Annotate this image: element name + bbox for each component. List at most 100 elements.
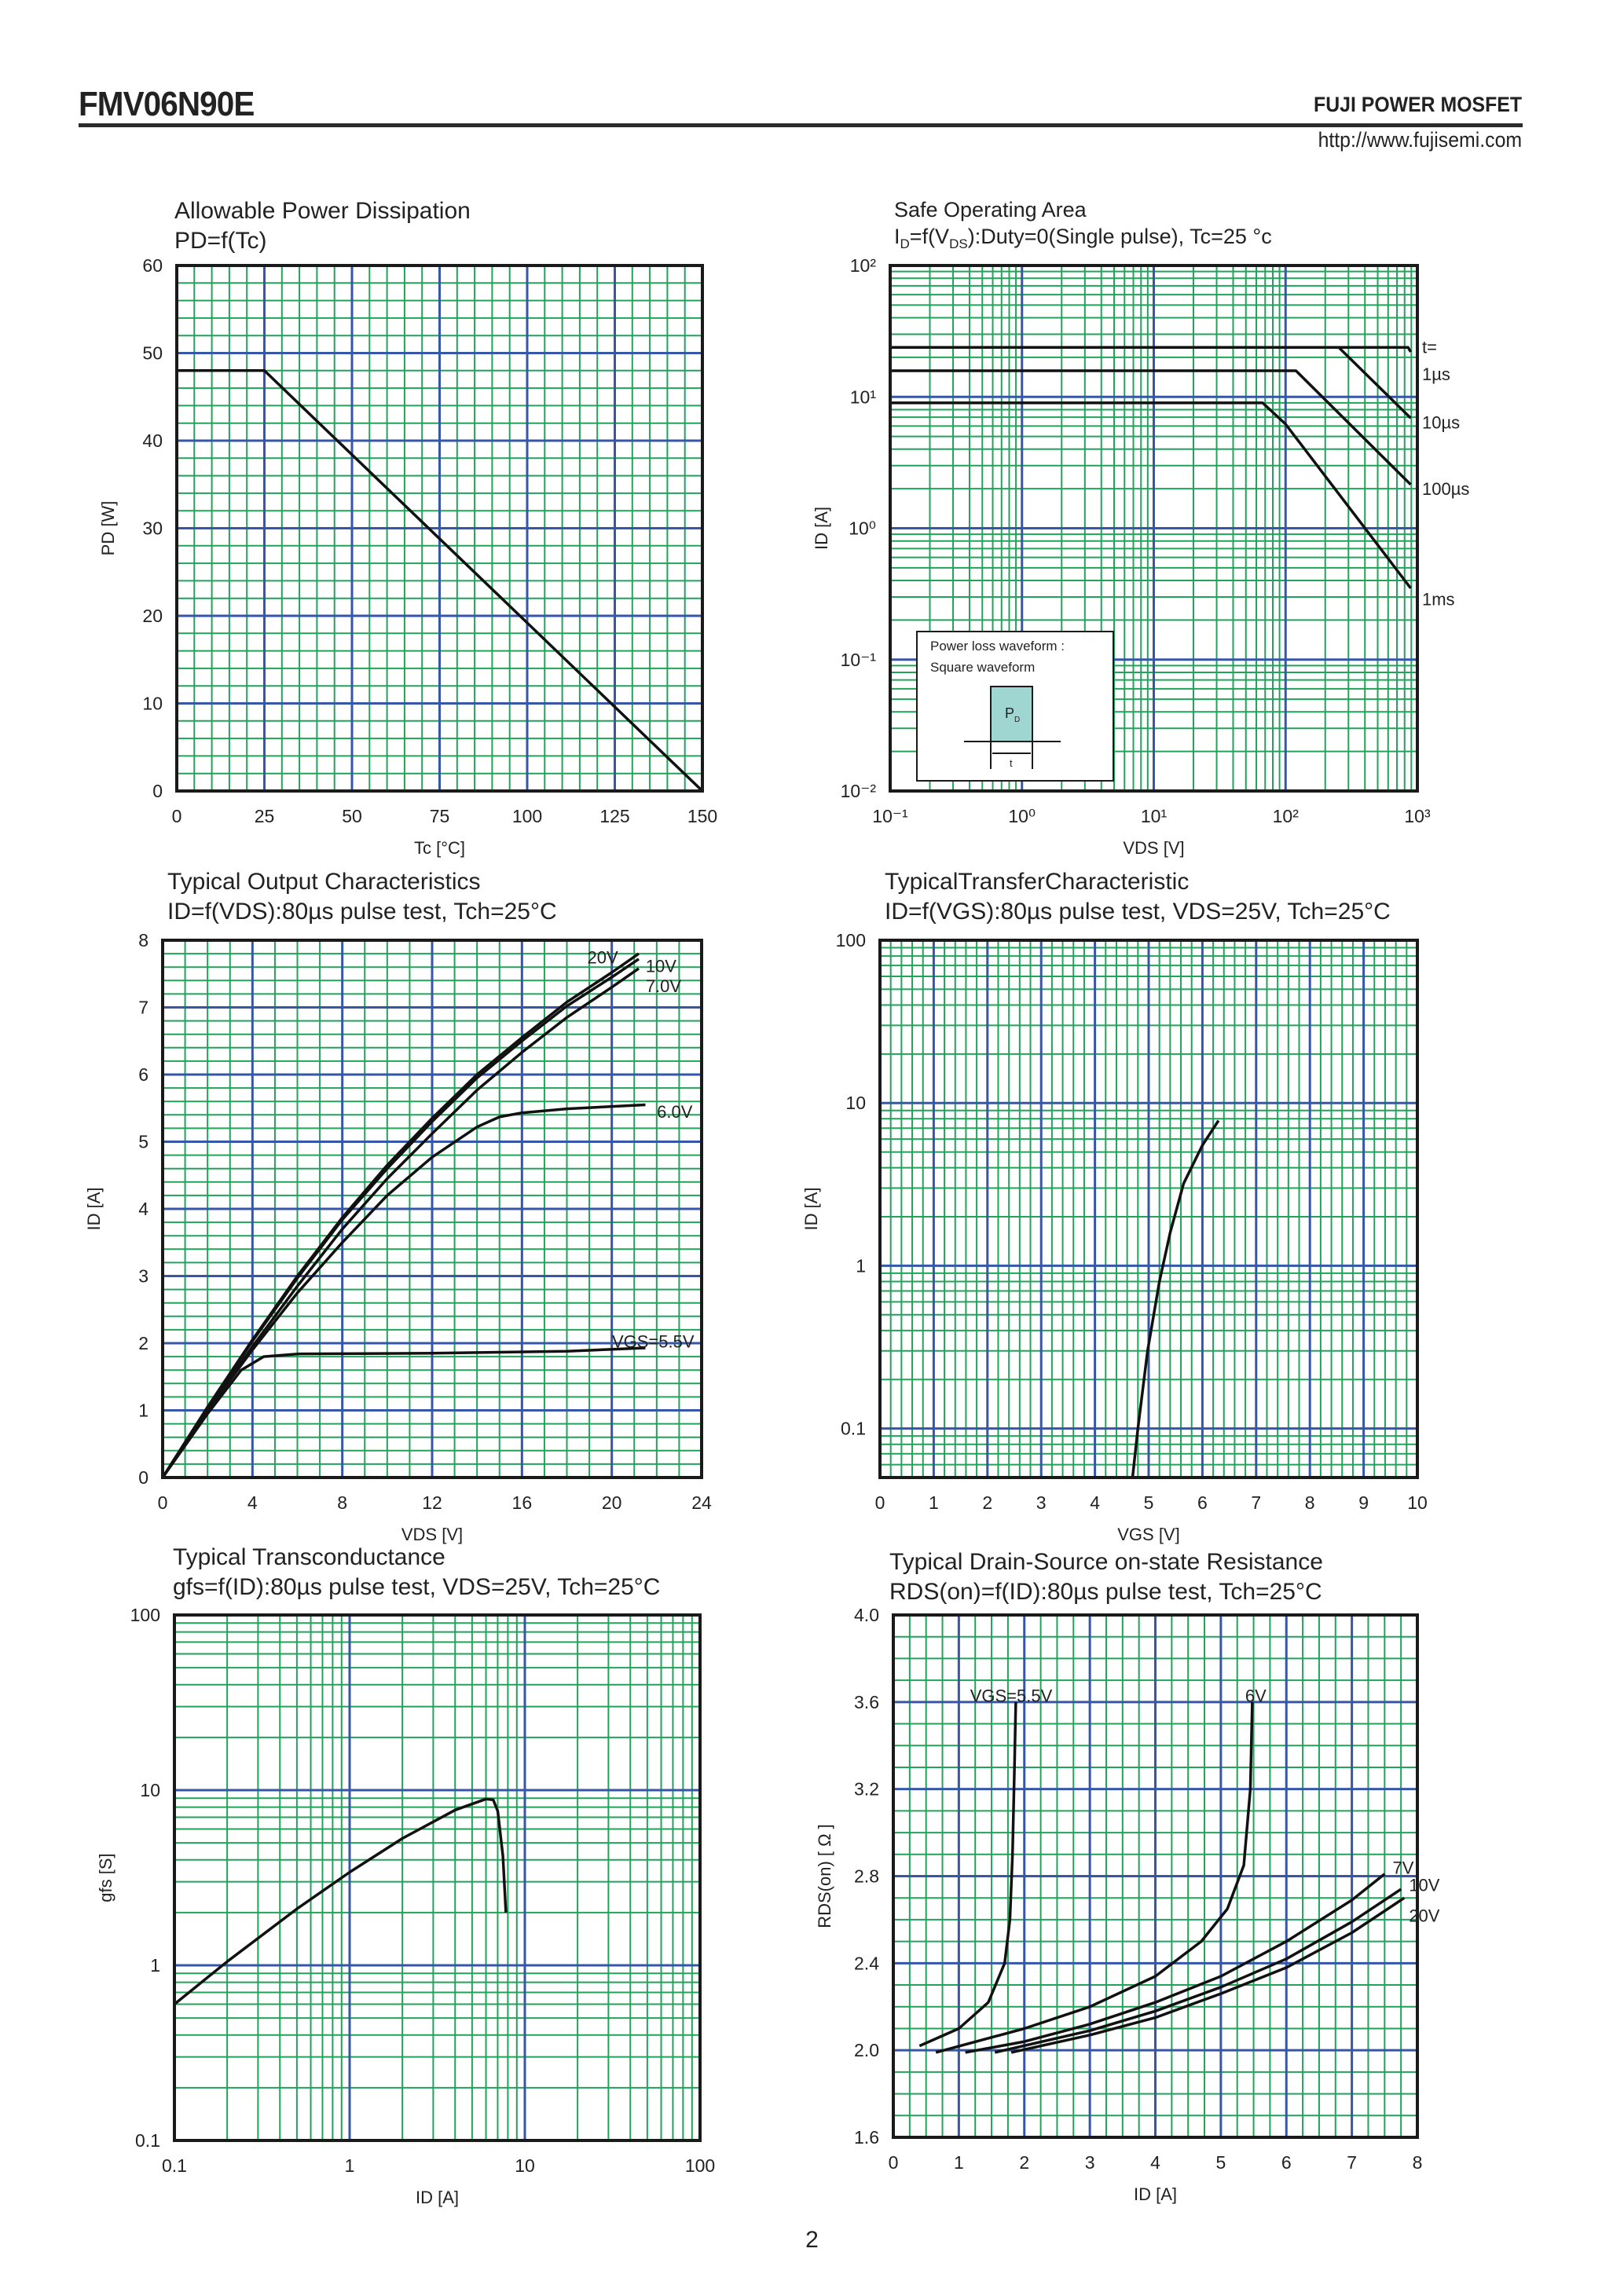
x-tick-label: 20: [602, 1492, 622, 1513]
x-tick-label: 6: [1197, 1492, 1208, 1513]
curve-label: t=: [1422, 338, 1437, 357]
y-tick-label: 8: [138, 930, 148, 950]
series-line-10v: [161, 958, 640, 1478]
curve-label: 7V: [1392, 1858, 1413, 1877]
curve-label: 6.0V: [657, 1102, 693, 1122]
curve-label: VGS=5.5V: [612, 1331, 695, 1351]
x-tick-label: 10⁰: [1008, 806, 1036, 826]
x-tick-label: 8: [337, 1492, 347, 1513]
chart-6-title: Typical Drain-Source on-state Resistance: [889, 1549, 1323, 1575]
series-line-20v: [1010, 1896, 1406, 2054]
y-tick-label: 2.4: [854, 1953, 879, 1973]
series-line-1ms: [890, 401, 1412, 589]
chart-6-subtitle: RDS(on)=f(ID):80µs pulse test, Tch=25°C: [889, 1579, 1322, 1605]
x-tick-label: 25: [255, 806, 275, 826]
x-tick-label: 1: [345, 2155, 355, 2176]
x-tick-label: 0: [875, 1492, 885, 1513]
x-axis-label: VGS [V]: [1117, 1525, 1179, 1544]
x-tick-label: 9: [1358, 1492, 1369, 1513]
series-line-10v: [994, 1888, 1402, 2054]
page-number: 2: [805, 2227, 819, 2253]
x-tick-label: 12: [422, 1492, 442, 1513]
plot-frame: [161, 939, 703, 1479]
curve-label: 100µs: [1422, 479, 1469, 499]
x-tick-label: 6: [1281, 2152, 1292, 2173]
x-tick-label: 2: [1019, 2152, 1029, 2173]
curve-label: 10µs: [1422, 413, 1460, 433]
y-tick-label: 100: [130, 1605, 160, 1625]
chart-5-subtitle: gfs=f(ID):80µs pulse test, VDS=25V, Tch=…: [173, 1574, 661, 1600]
y-tick-label: 10: [142, 694, 163, 714]
x-axis-label: VDS [V]: [401, 1525, 463, 1544]
chart-5-title: Typical Transconductance: [173, 1544, 445, 1570]
x-tick-label: 16: [512, 1492, 533, 1513]
width-label: t: [1010, 757, 1013, 769]
chart-1-title-block: Allowable Power Dissipation PD=f(Tc): [174, 196, 471, 256]
x-tick-label: 4: [247, 1492, 258, 1513]
x-tick-label: 0.1: [162, 2155, 187, 2176]
x-tick-label: 100: [685, 2155, 715, 2176]
chart-4: 0 1 2 3 4 5 6 7 8 9 10 0.1 1 10 100 VGS [V] ID [A]: [801, 930, 1428, 1544]
y-tick-label: 6: [138, 1064, 148, 1085]
chart-5-grid: [173, 1613, 702, 2142]
curve-label: 20V: [588, 947, 618, 967]
x-tick-label: 10: [1407, 1492, 1428, 1513]
x-tick-label: 3: [1085, 2152, 1095, 2173]
y-tick-label: 10: [845, 1093, 866, 1113]
brand-label: FUJI POWER MOSFET: [1314, 93, 1522, 116]
y-tick-label: 0: [138, 1467, 148, 1488]
y-tick-label: 10¹: [850, 386, 877, 407]
y-tick-label: 3.2: [854, 1779, 879, 1800]
series-line-10-s: [1337, 346, 1412, 419]
curve-label: 1ms: [1422, 589, 1455, 609]
chart-3-subtitle: ID=f(VDS):80µs pulse test, Tch=25°C: [167, 899, 557, 925]
y-tick-label: 10²: [850, 255, 877, 276]
chart-3-title: Typical Output Characteristics: [167, 869, 481, 895]
x-tick-label: 5: [1144, 1492, 1154, 1513]
plot-frame: [175, 264, 704, 793]
y-tick-label: 10: [140, 1780, 160, 1800]
curve-label: 20V: [1409, 1906, 1439, 1925]
chart-5: 0.1 1 10 100 0.1 1 10 100 ID [A] gfs [S]: [96, 1605, 715, 2207]
x-tick-label: 24: [691, 1492, 712, 1513]
x-axis-label: VDS [V]: [1123, 838, 1184, 858]
x-tick-label: 10⁻¹: [872, 806, 908, 826]
plot-frame: [173, 1613, 702, 2142]
chart-5-title-block: Typical Transconductance gfs=f(ID):80µs …: [173, 1543, 660, 1602]
x-tick-label: 150: [687, 806, 717, 826]
y-tick-label: 2.0: [854, 2040, 879, 2060]
series-line-6-0v: [161, 1103, 646, 1478]
header-rule: [79, 123, 1523, 127]
curve-label: 1µs: [1422, 364, 1450, 384]
y-tick-label: 5: [138, 1132, 148, 1152]
x-tick-label: 75: [430, 806, 450, 826]
x-tick-label: 3: [1036, 1492, 1047, 1513]
y-tick-label: 40: [142, 430, 163, 451]
x-tick-label: 7: [1251, 1492, 1261, 1513]
y-tick-label: 2.8: [854, 1866, 879, 1887]
y-tick-label: 3: [138, 1266, 148, 1287]
chart-3-title-block: Typical Output Characteristics ID=f(VDS)…: [167, 867, 557, 927]
chart-1-grid: [175, 264, 704, 793]
y-tick-label: 4.0: [854, 1605, 879, 1625]
x-tick-label: 8: [1305, 1492, 1315, 1513]
y-tick-label: 2: [138, 1333, 148, 1353]
y-tick-label: 10⁻²: [841, 781, 877, 801]
x-tick-label: 8: [1413, 2152, 1423, 2173]
x-tick-label: 10: [515, 2155, 535, 2176]
chart-6-title-block: Typical Drain-Source on-state Resistance…: [889, 1547, 1323, 1607]
x-tick-label: 4: [1150, 2152, 1160, 2173]
inset-text: Square waveform: [930, 660, 1035, 675]
series-line-7-0v: [161, 967, 640, 1478]
y-tick-label: 3.6: [854, 1692, 879, 1712]
curve-label: 10V: [646, 956, 676, 976]
chart-4-subtitle: ID=f(VGS):80µs pulse test, VDS=25V, Tch=…: [885, 899, 1391, 925]
curve-label: 10V: [1409, 1876, 1439, 1895]
series-line-1: [177, 369, 704, 793]
series-line-vgs-5-5v: [918, 1701, 1017, 2048]
x-tick-label: 1: [954, 2152, 964, 2173]
curve-label: 6V: [1245, 1686, 1267, 1706]
x-tick-label: 10¹: [1141, 806, 1168, 826]
series-line-1-s: [890, 346, 1413, 353]
